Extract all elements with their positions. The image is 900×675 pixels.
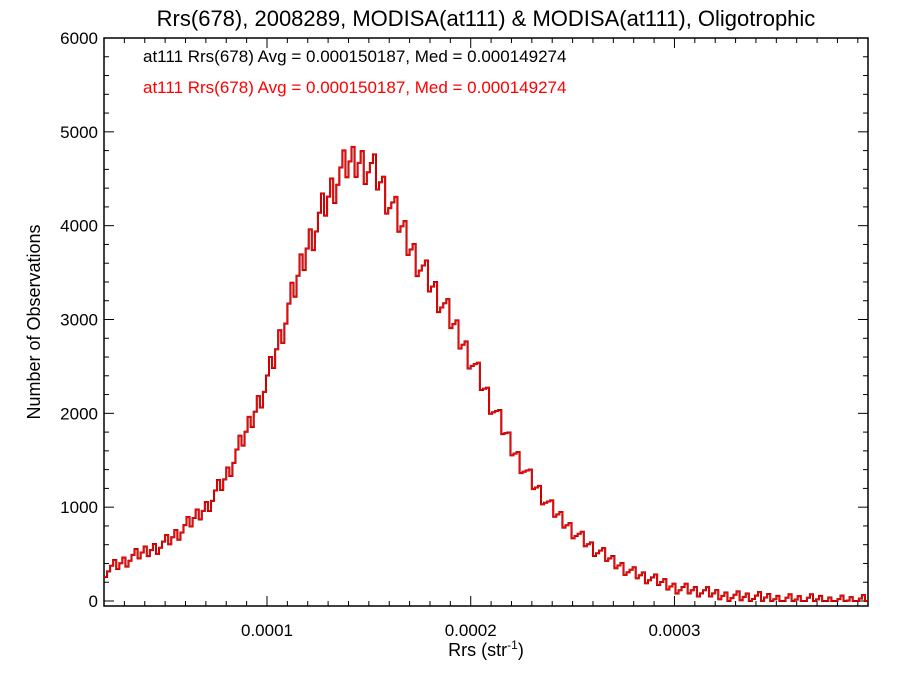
y-axis-label: Number of Observations (24, 224, 44, 419)
y-tick-label: 1000 (60, 498, 98, 517)
y-tick-label: 3000 (60, 311, 98, 330)
histogram-series-2 (104, 146, 868, 602)
x-tick-label: 0.0001 (241, 621, 293, 640)
plot-frame (103, 37, 869, 607)
histogram-series-1 (104, 145, 868, 602)
y-tick-label: 4000 (60, 217, 98, 236)
x-tick-label: 0.0002 (445, 621, 497, 640)
x-axis-label: Rrs (str-1) (448, 638, 524, 660)
y-tick-label: 5000 (60, 123, 98, 142)
series-layer (104, 145, 868, 602)
y-tick-label: 6000 (60, 29, 98, 48)
y-tick-label: 2000 (60, 404, 98, 423)
axis-ticks: 0.0001 0.0002 0.0003 0 1000 2000 3000 4000 5000 6… (60, 29, 868, 640)
chart-title: Rrs(678), 2008289, MODISA(at111) & MODIS… (157, 6, 816, 31)
x-tick-label: 0.0003 (648, 621, 700, 640)
y-tick-label: 0 (89, 592, 98, 611)
legend-entry-2: at111 Rrs(678) Avg = 0.000150187, Med = … (143, 78, 566, 97)
legend-entry-1: at111 Rrs(678) Avg = 0.000150187, Med = … (143, 47, 566, 66)
